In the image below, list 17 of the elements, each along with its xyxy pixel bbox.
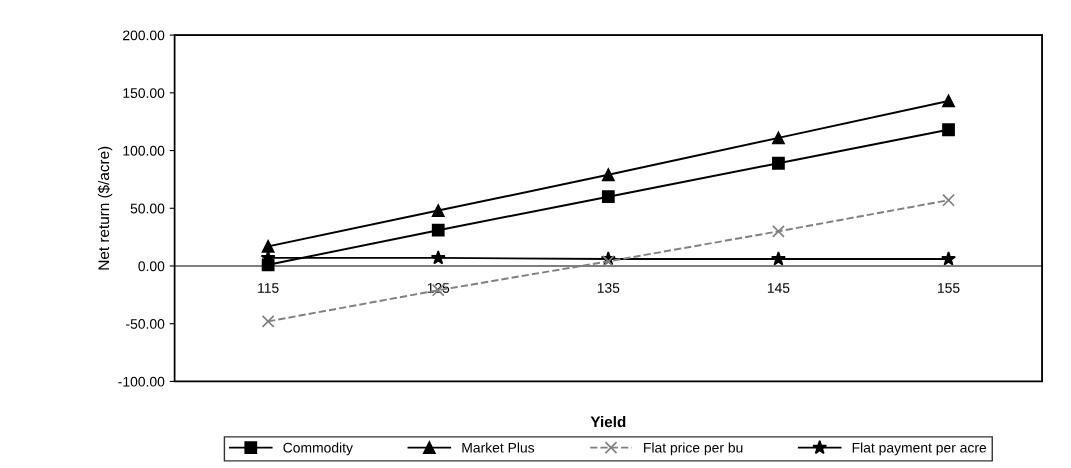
y-tick-label: 100.00 (123, 145, 165, 156)
legend-label: Flat payment per acre (852, 442, 987, 456)
legend-label: Commodity (283, 442, 353, 456)
y-tick-label: 0.00 (138, 261, 165, 272)
legend-label: Market Plus (462, 442, 535, 453)
x-tick-label: 115 (258, 283, 279, 293)
x-axis-title: Yield (590, 416, 626, 428)
legend-label: Flat price per bu (644, 442, 743, 456)
x-tick-label: 145 (767, 283, 790, 293)
y-tick-label: -100.00 (118, 376, 165, 387)
x-tick-label: 135 (597, 283, 620, 293)
y-tick-label: 150.00 (123, 88, 165, 98)
x-tick-label: 155 (938, 283, 960, 293)
y-axis-title: Net return ($/acre) (97, 146, 113, 270)
y-tick-label: 50.00 (130, 203, 165, 214)
y-tick-label: 200.00 (123, 30, 165, 41)
y-tick-label: -50.00 (126, 319, 165, 329)
